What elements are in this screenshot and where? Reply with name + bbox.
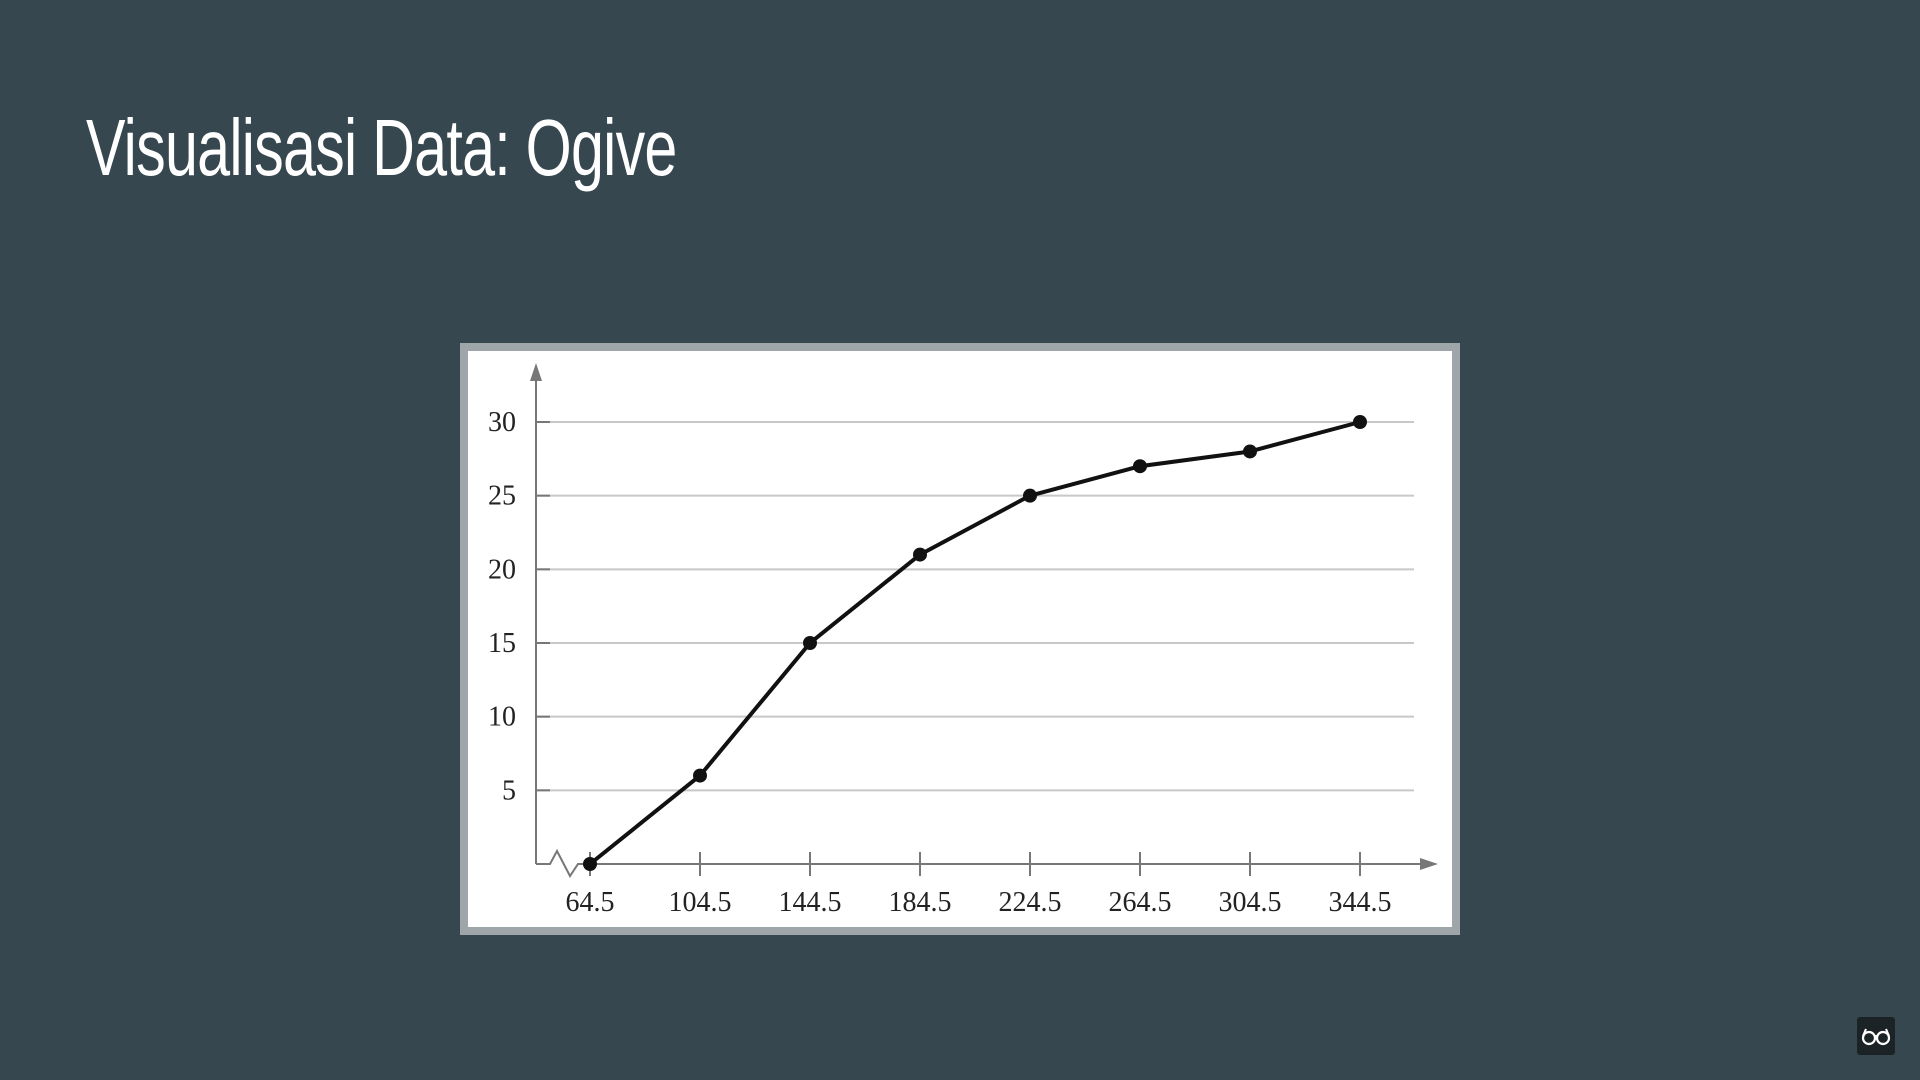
x-tick-label: 64.5	[566, 887, 615, 918]
data-point	[1243, 444, 1257, 459]
chart-svg: 5 10 15 20 25 30 64.5 104.5 144.5 184.5 224.5 264.5…	[488, 363, 1438, 918]
y-tick-label: 5	[502, 775, 516, 806]
axes	[530, 363, 1438, 878]
y-axis-arrow	[530, 363, 542, 381]
x-axis-line	[536, 848, 1426, 878]
y-tick-label: 10	[488, 702, 516, 733]
data-point	[913, 547, 927, 562]
data-point	[1133, 459, 1147, 474]
x-tick-label: 224.5	[999, 887, 1062, 918]
grid-lines	[536, 421, 1414, 792]
data-point	[1023, 488, 1037, 503]
y-tick-label: 30	[488, 407, 516, 438]
y-tick-label: 25	[488, 481, 516, 512]
y-tick-label: 20	[488, 554, 516, 585]
data-point	[1353, 415, 1367, 429]
x-tick-label: 304.5	[1219, 887, 1282, 918]
y-tick-label: 15	[488, 628, 516, 659]
data-point	[803, 636, 817, 650]
data-point	[583, 857, 597, 871]
ogive-chart: 5 10 15 20 25 30 64.5 104.5 144.5 184.5 224.5 264.5…	[460, 343, 1460, 935]
tick-labels: 5 10 15 20 25 30 64.5 104.5 144.5 184.5 224.5 264.5…	[488, 407, 1392, 918]
glasses-icon[interactable]	[1857, 1017, 1895, 1055]
series	[583, 415, 1367, 871]
x-axis-arrow	[1420, 858, 1438, 870]
x-tick-label: 104.5	[669, 887, 732, 918]
x-tick-label: 344.5	[1329, 887, 1392, 918]
slide-title: Visualisasi Data: Ogive	[86, 103, 677, 192]
x-tick-label: 264.5	[1109, 887, 1172, 918]
data-point	[693, 768, 707, 783]
ogive-line	[588, 420, 1361, 866]
x-tick-label: 184.5	[889, 887, 952, 918]
x-tick-label: 144.5	[779, 887, 842, 918]
